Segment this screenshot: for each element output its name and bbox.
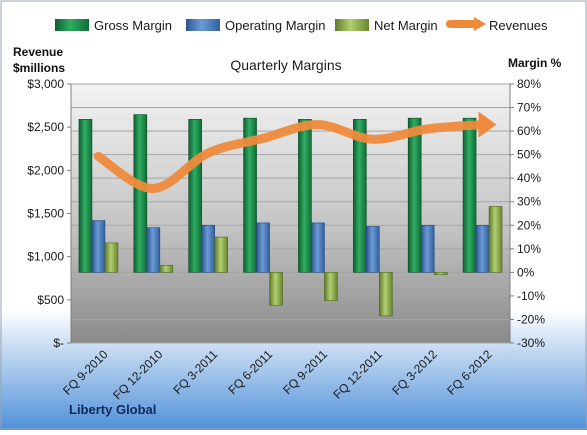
- bar-gross-margin: [407, 117, 422, 273]
- bar-operating-margin: [91, 220, 106, 273]
- right-axis-tick-label: 50%: [517, 148, 541, 162]
- bar-gross-margin: [298, 119, 312, 273]
- chart-title: Quarterly Margins: [230, 57, 341, 73]
- left-axis-ticks: $- $500 $1,000 $1,500 $2,000 $2,500 $3,000: [27, 77, 71, 350]
- legend-label-gross-margin: Gross Margin: [94, 18, 172, 33]
- bar-gross-margin: [243, 117, 257, 273]
- legend-item-operating-margin: Operating Margin: [186, 18, 325, 33]
- revenue-line-arrowhead: [478, 111, 497, 138]
- legend-label-net-margin: Net Margin: [374, 18, 438, 33]
- company-name: Liberty Global: [69, 402, 156, 417]
- left-axis-tick-label: $-: [53, 336, 64, 350]
- legend-label-revenues: Revenues: [489, 18, 548, 33]
- right-axis-tick-label: 70%: [517, 101, 541, 115]
- bar-net-margin: [159, 264, 174, 273]
- legend-swatch-net-margin: [335, 19, 369, 31]
- bar-net-margin: [104, 242, 119, 273]
- bar-net-margin: [214, 236, 228, 273]
- bar-operating-margin: [475, 224, 490, 273]
- left-axis-label-line-1: Revenue: [13, 45, 63, 59]
- bar-operating-margin: [201, 224, 215, 273]
- left-axis-tick-label: $1,500: [27, 207, 64, 221]
- bar-operating-margin: [311, 222, 325, 273]
- right-axis-tick-label: 30%: [517, 195, 541, 209]
- legend-swatch-gross-margin: [55, 19, 89, 31]
- legend-item-revenues: Revenues: [446, 17, 548, 33]
- legend-item-gross-margin: Gross Margin: [55, 18, 172, 33]
- bar-gross-margin: [133, 114, 148, 273]
- bar-operating-margin: [420, 224, 435, 273]
- right-axis-tick-label: -10%: [517, 289, 545, 303]
- right-axis-tick-label: 10%: [517, 242, 541, 256]
- gridlines: [71, 83, 510, 344]
- bar-net-margin: [269, 272, 283, 306]
- bar-net-margin: [324, 272, 338, 301]
- bar-operating-margin: [256, 222, 270, 273]
- bar-operating-margin: [146, 227, 161, 273]
- left-axis-tick-label: $2,500: [27, 120, 64, 134]
- legend-label-operating-margin: Operating Margin: [225, 18, 325, 33]
- revenue-line-series: [93, 111, 497, 193]
- bar-gross-margin: [353, 119, 367, 273]
- left-axis-label-line-2: $millions: [13, 61, 65, 75]
- right-axis-tick-label: 0%: [517, 265, 535, 279]
- revenue-line: [93, 120, 488, 193]
- right-axis-label: Margin %: [508, 56, 562, 70]
- bar-operating-margin: [366, 226, 380, 273]
- right-axis-tick-label: -30%: [517, 336, 545, 350]
- legend-swatch-operating-margin: [186, 19, 220, 31]
- right-axis-tick-label: 60%: [517, 124, 541, 138]
- bar-net-margin: [379, 272, 393, 317]
- right-axis-tick-label: 20%: [517, 218, 541, 232]
- legend-item-net-margin: Net Margin: [335, 18, 438, 33]
- left-axis-tick-label: $1,000: [27, 250, 64, 264]
- bar-gross-margin: [462, 117, 477, 273]
- left-axis-tick-label: $500: [37, 293, 64, 307]
- bar-net-margin: [488, 206, 503, 273]
- legend-arrow-revenues: [474, 17, 486, 31]
- right-axis-tick-label: 40%: [517, 171, 541, 185]
- bar-gross-margin: [188, 119, 202, 273]
- bar-series: [78, 114, 503, 317]
- right-axis-ticks: -30% -20% -10% 0% 10% 20% 30% 40% 50% 60% 70% 80%: [510, 77, 545, 350]
- right-axis-tick-label: -20%: [517, 312, 545, 326]
- right-axis-tick-label: 80%: [517, 77, 541, 91]
- left-axis-tick-label: $2,000: [27, 163, 64, 177]
- left-axis-tick-label: $3,000: [27, 77, 64, 91]
- bar-gross-margin: [78, 119, 93, 273]
- bar-net-margin: [433, 272, 448, 276]
- legend: Gross Margin Operating Margin Net Margin…: [55, 17, 548, 33]
